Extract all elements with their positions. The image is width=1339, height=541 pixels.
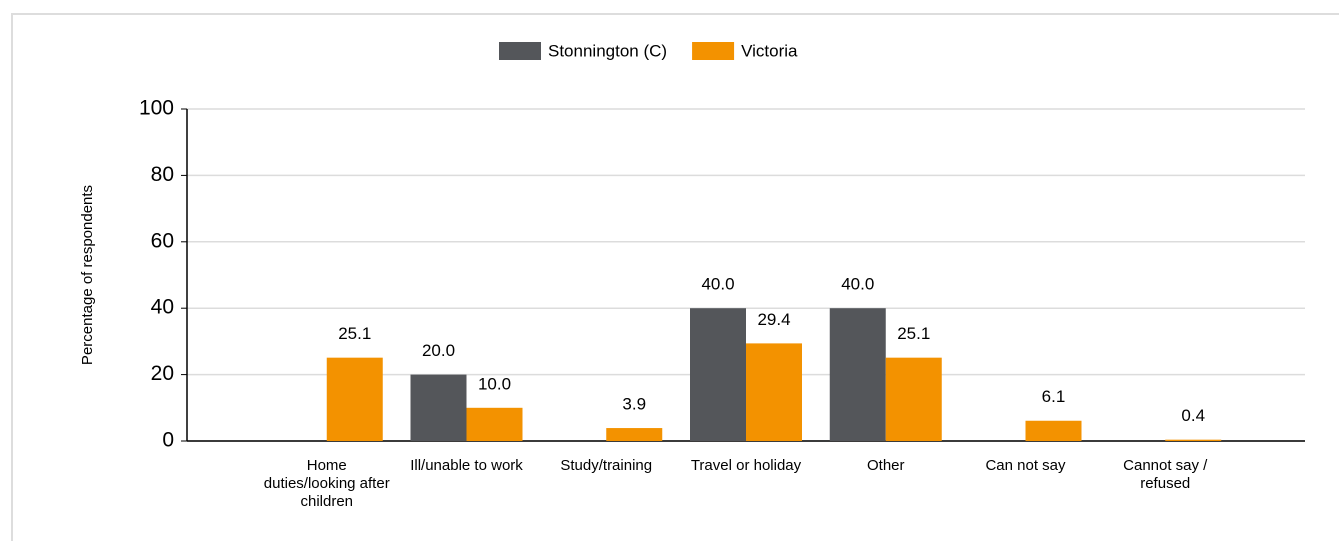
y-tick-label: 0 — [162, 429, 174, 452]
frame — [11, 13, 1339, 541]
data-label: 40.0 — [841, 275, 874, 294]
bar — [326, 357, 383, 441]
legend-swatch — [499, 42, 541, 60]
bar — [606, 428, 663, 441]
bar — [885, 357, 942, 441]
data-label: 25.1 — [897, 324, 930, 343]
y-tick-label: 60 — [151, 229, 174, 252]
legend-label: Victoria — [741, 41, 798, 60]
data-label: 0.4 — [1181, 406, 1205, 425]
legend-label: Stonnington (C) — [548, 41, 667, 60]
data-label: 29.4 — [757, 310, 790, 329]
data-label: 3.9 — [622, 395, 646, 414]
x-tick-label: Study/training — [560, 457, 653, 474]
x-tick-label: Can not say — [985, 457, 1066, 474]
y-tick-label: 20 — [151, 362, 174, 385]
y-tick-label: 100 — [139, 97, 174, 120]
data-label: 40.0 — [701, 275, 734, 294]
bar — [1025, 420, 1082, 441]
y-axis-label: Percentage of respondents — [79, 185, 96, 365]
bar — [466, 407, 523, 441]
data-label: 25.1 — [338, 324, 371, 343]
bar — [746, 343, 802, 441]
bar — [410, 374, 467, 441]
data-label: 20.0 — [422, 341, 455, 360]
x-tick-label: Travel or holiday — [690, 457, 802, 474]
data-label: 6.1 — [1042, 387, 1066, 406]
y-tick-label: 80 — [151, 163, 174, 186]
data-label: 10.0 — [478, 374, 511, 393]
bar — [690, 308, 746, 441]
x-tick-label: Other — [866, 457, 905, 474]
y-tick-label: 40 — [151, 296, 174, 319]
x-tick-label: Cannot say / refused — [1123, 457, 1208, 492]
x-tick-label: Ill/unable to work — [410, 457, 523, 474]
bar — [1165, 439, 1222, 441]
bar — [829, 308, 886, 441]
x-tick-label: Home duties/looking after children — [263, 457, 390, 510]
legend-swatch — [692, 42, 735, 60]
